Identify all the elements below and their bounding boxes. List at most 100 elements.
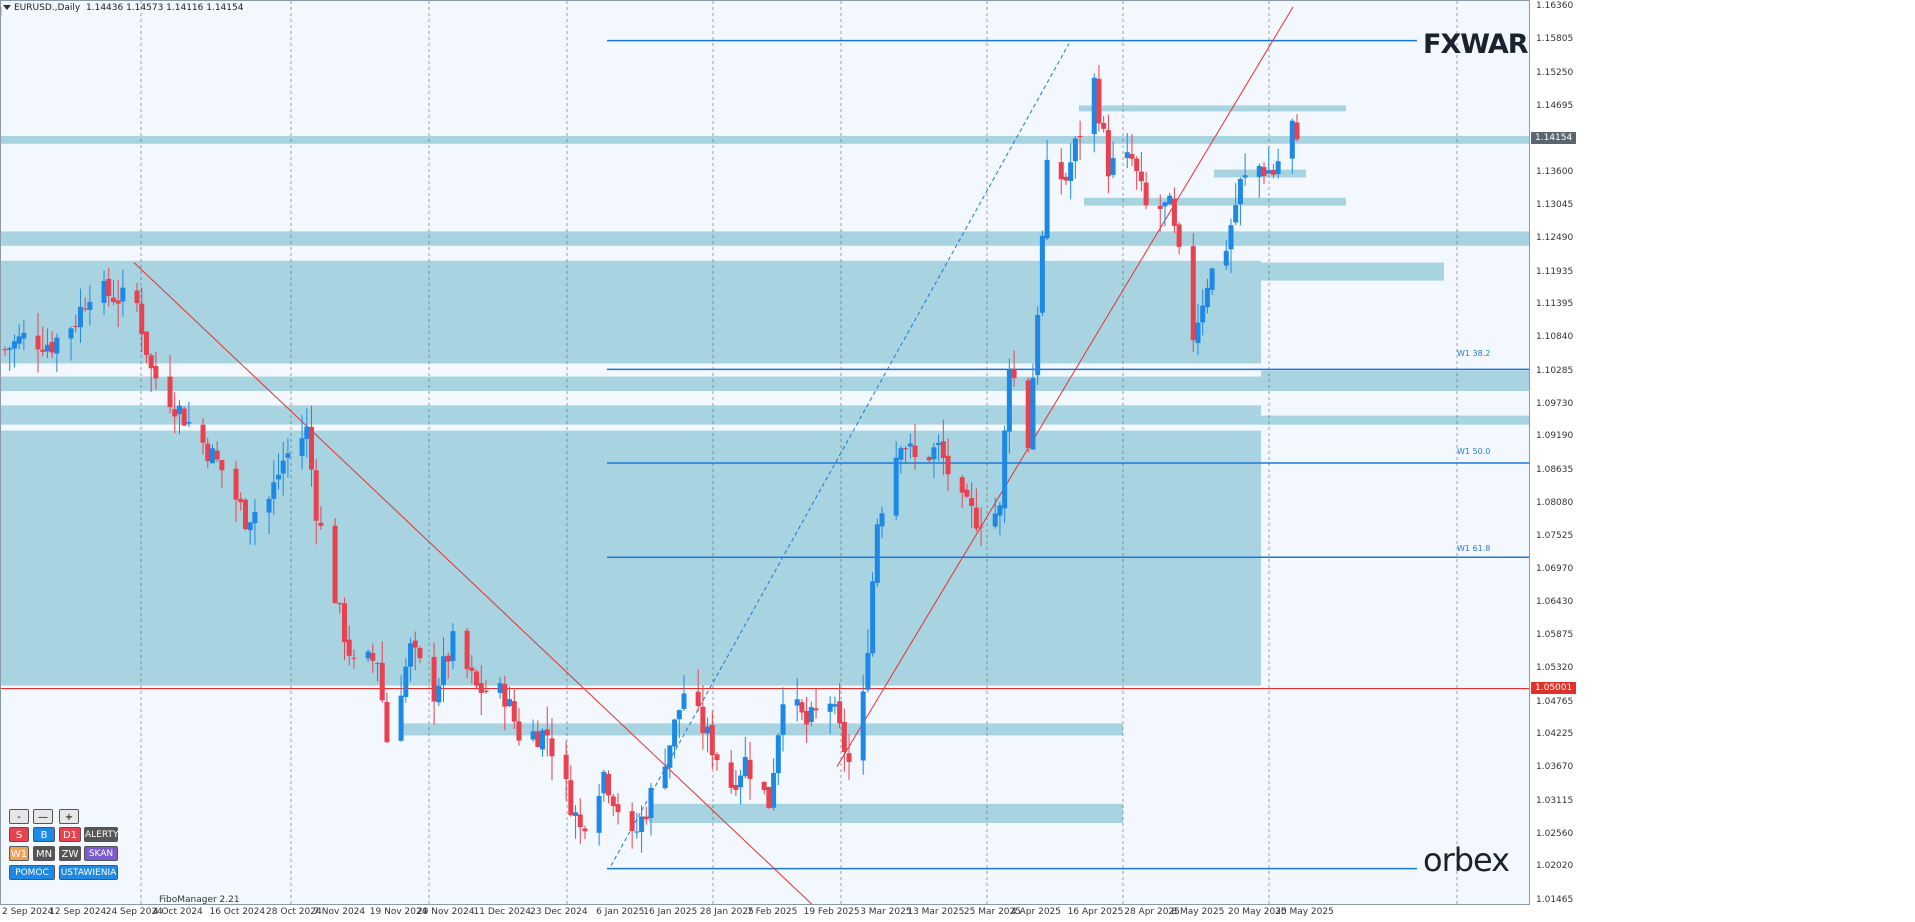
timeframe-w1-button[interactable]: W1 [9,846,29,861]
candle-body [827,703,833,712]
candle-body [77,306,83,328]
candle-body [535,731,541,748]
price-chart[interactable]: EURUSD.,Daily 1.14436 1.14573 1.14116 1.… [0,0,1530,905]
minus-button[interactable]: - [9,809,29,824]
candle-body [337,603,343,605]
candle-body [332,525,338,604]
candle-body [577,814,583,828]
price-tick-label: 1.13600 [1536,166,1574,177]
candle-body [379,662,385,701]
candle-body [153,366,159,379]
price-axis[interactable]: 1.16360 1.15805 1.15250 1.14695 1.13600 1.130… [1530,0,1915,905]
date-tick-label: 30 May 2025 [1275,907,1334,917]
candle-body [1063,176,1069,181]
candle-body [370,653,376,661]
time-axis[interactable]: 2 Sep 2024 12 Sep 2024 24 Sep 2024 4 Oct 20… [0,905,1530,922]
timeframe-mn-button[interactable]: MN [33,846,55,861]
zw-button[interactable]: ZW [59,846,81,861]
price-tick-label: 1.04225 [1536,729,1574,740]
timeframe-d1-button[interactable]: D1 [59,827,81,842]
candle-body [134,290,140,304]
date-tick-label: 24 Sep 2024 [105,907,163,917]
date-tick-label: 20 May 2025 [1227,907,1287,917]
candle-body [106,278,112,297]
price-tick-label: 1.15250 [1536,67,1574,78]
candle-body [761,781,767,791]
candle-body [1030,377,1036,450]
candle-body [1294,122,1300,140]
price-tick-label: 1.05320 [1536,663,1574,674]
candle-body [606,773,612,796]
candle-body [1091,77,1097,135]
candle-body [540,730,546,750]
candle-body [16,336,22,344]
candle-body [511,701,517,722]
candle-body [1209,268,1215,290]
downtrend-line [133,262,813,904]
sr-zone [1,260,1261,364]
collapse-triangle-icon[interactable] [3,5,11,10]
candle-body [233,468,239,500]
candle-body [497,683,503,693]
candle-body [775,735,781,774]
date-tick-label: 2 Sep 2024 [2,907,54,917]
candle-body [483,690,489,692]
price-tick-label: 1.04765 [1536,696,1574,707]
candle-body [21,332,27,339]
buy-button[interactable]: B [33,827,55,842]
price-tick-label: 1.03670 [1536,762,1574,773]
candle-body [1289,120,1295,159]
date-tick-label: 29 Nov 2024 [416,907,475,917]
chart-canvas[interactable] [1,1,1530,905]
sr-zone [1,376,1529,391]
sell-button[interactable]: S [9,827,29,842]
candle-body [7,348,13,350]
candle-body [186,422,192,424]
candle-body [936,442,942,446]
candle-body [1025,380,1031,449]
sr-zone [1,7,2,16]
price-tick-label: 1.10840 [1536,332,1574,343]
date-tick-label: 13 Mar 2025 [907,907,965,917]
price-tick-label: 1.09190 [1536,431,1574,442]
candle-body [139,303,145,335]
candle-body [436,685,442,703]
scan-button[interactable]: SKAN [84,846,118,861]
candle-body [846,753,852,762]
candle-body [780,704,786,735]
candle-body [1105,130,1111,177]
candle-body [167,376,173,408]
candle-body [398,695,404,741]
candle-body [705,726,711,734]
symbol-label: EURUSD.,Daily [14,3,81,13]
candle-body [342,603,348,643]
date-tick-label: 16 Jan 2025 [643,907,698,917]
help-button[interactable]: POMOC [9,865,55,880]
candle-body [870,581,876,654]
price-tick-label: 1.12490 [1536,233,1574,244]
level-price-badge: 1.05001 [1531,681,1577,694]
candle-body [992,513,998,527]
ohlc-readout: 1.14436 1.14573 1.14116 1.14154 [86,3,244,13]
date-tick-label: 28 Jan 2025 [699,907,754,917]
settings-button[interactable]: USTAWIENIA [59,865,118,880]
current-price-badge: 1.14154 [1531,132,1577,145]
candle-body [209,448,215,464]
candle-body [304,426,310,439]
candle-body [667,745,673,768]
candle-body [907,443,913,447]
candle-body [700,706,706,733]
candle-body [648,787,654,819]
plus-button[interactable]: + [59,809,79,824]
candle-body [214,450,220,460]
date-tick-label: 19 Feb 2025 [803,907,860,917]
price-tick-label: 1.02020 [1536,861,1574,872]
candle-body [308,426,314,470]
minimize-button[interactable]: — [33,809,53,824]
candle-body [445,655,451,662]
alerts-button[interactable]: ALERTY [84,827,118,842]
candle-body [375,663,381,665]
candle-body [365,651,371,659]
sr-zone [1261,370,1529,382]
candle-body [1124,152,1130,159]
